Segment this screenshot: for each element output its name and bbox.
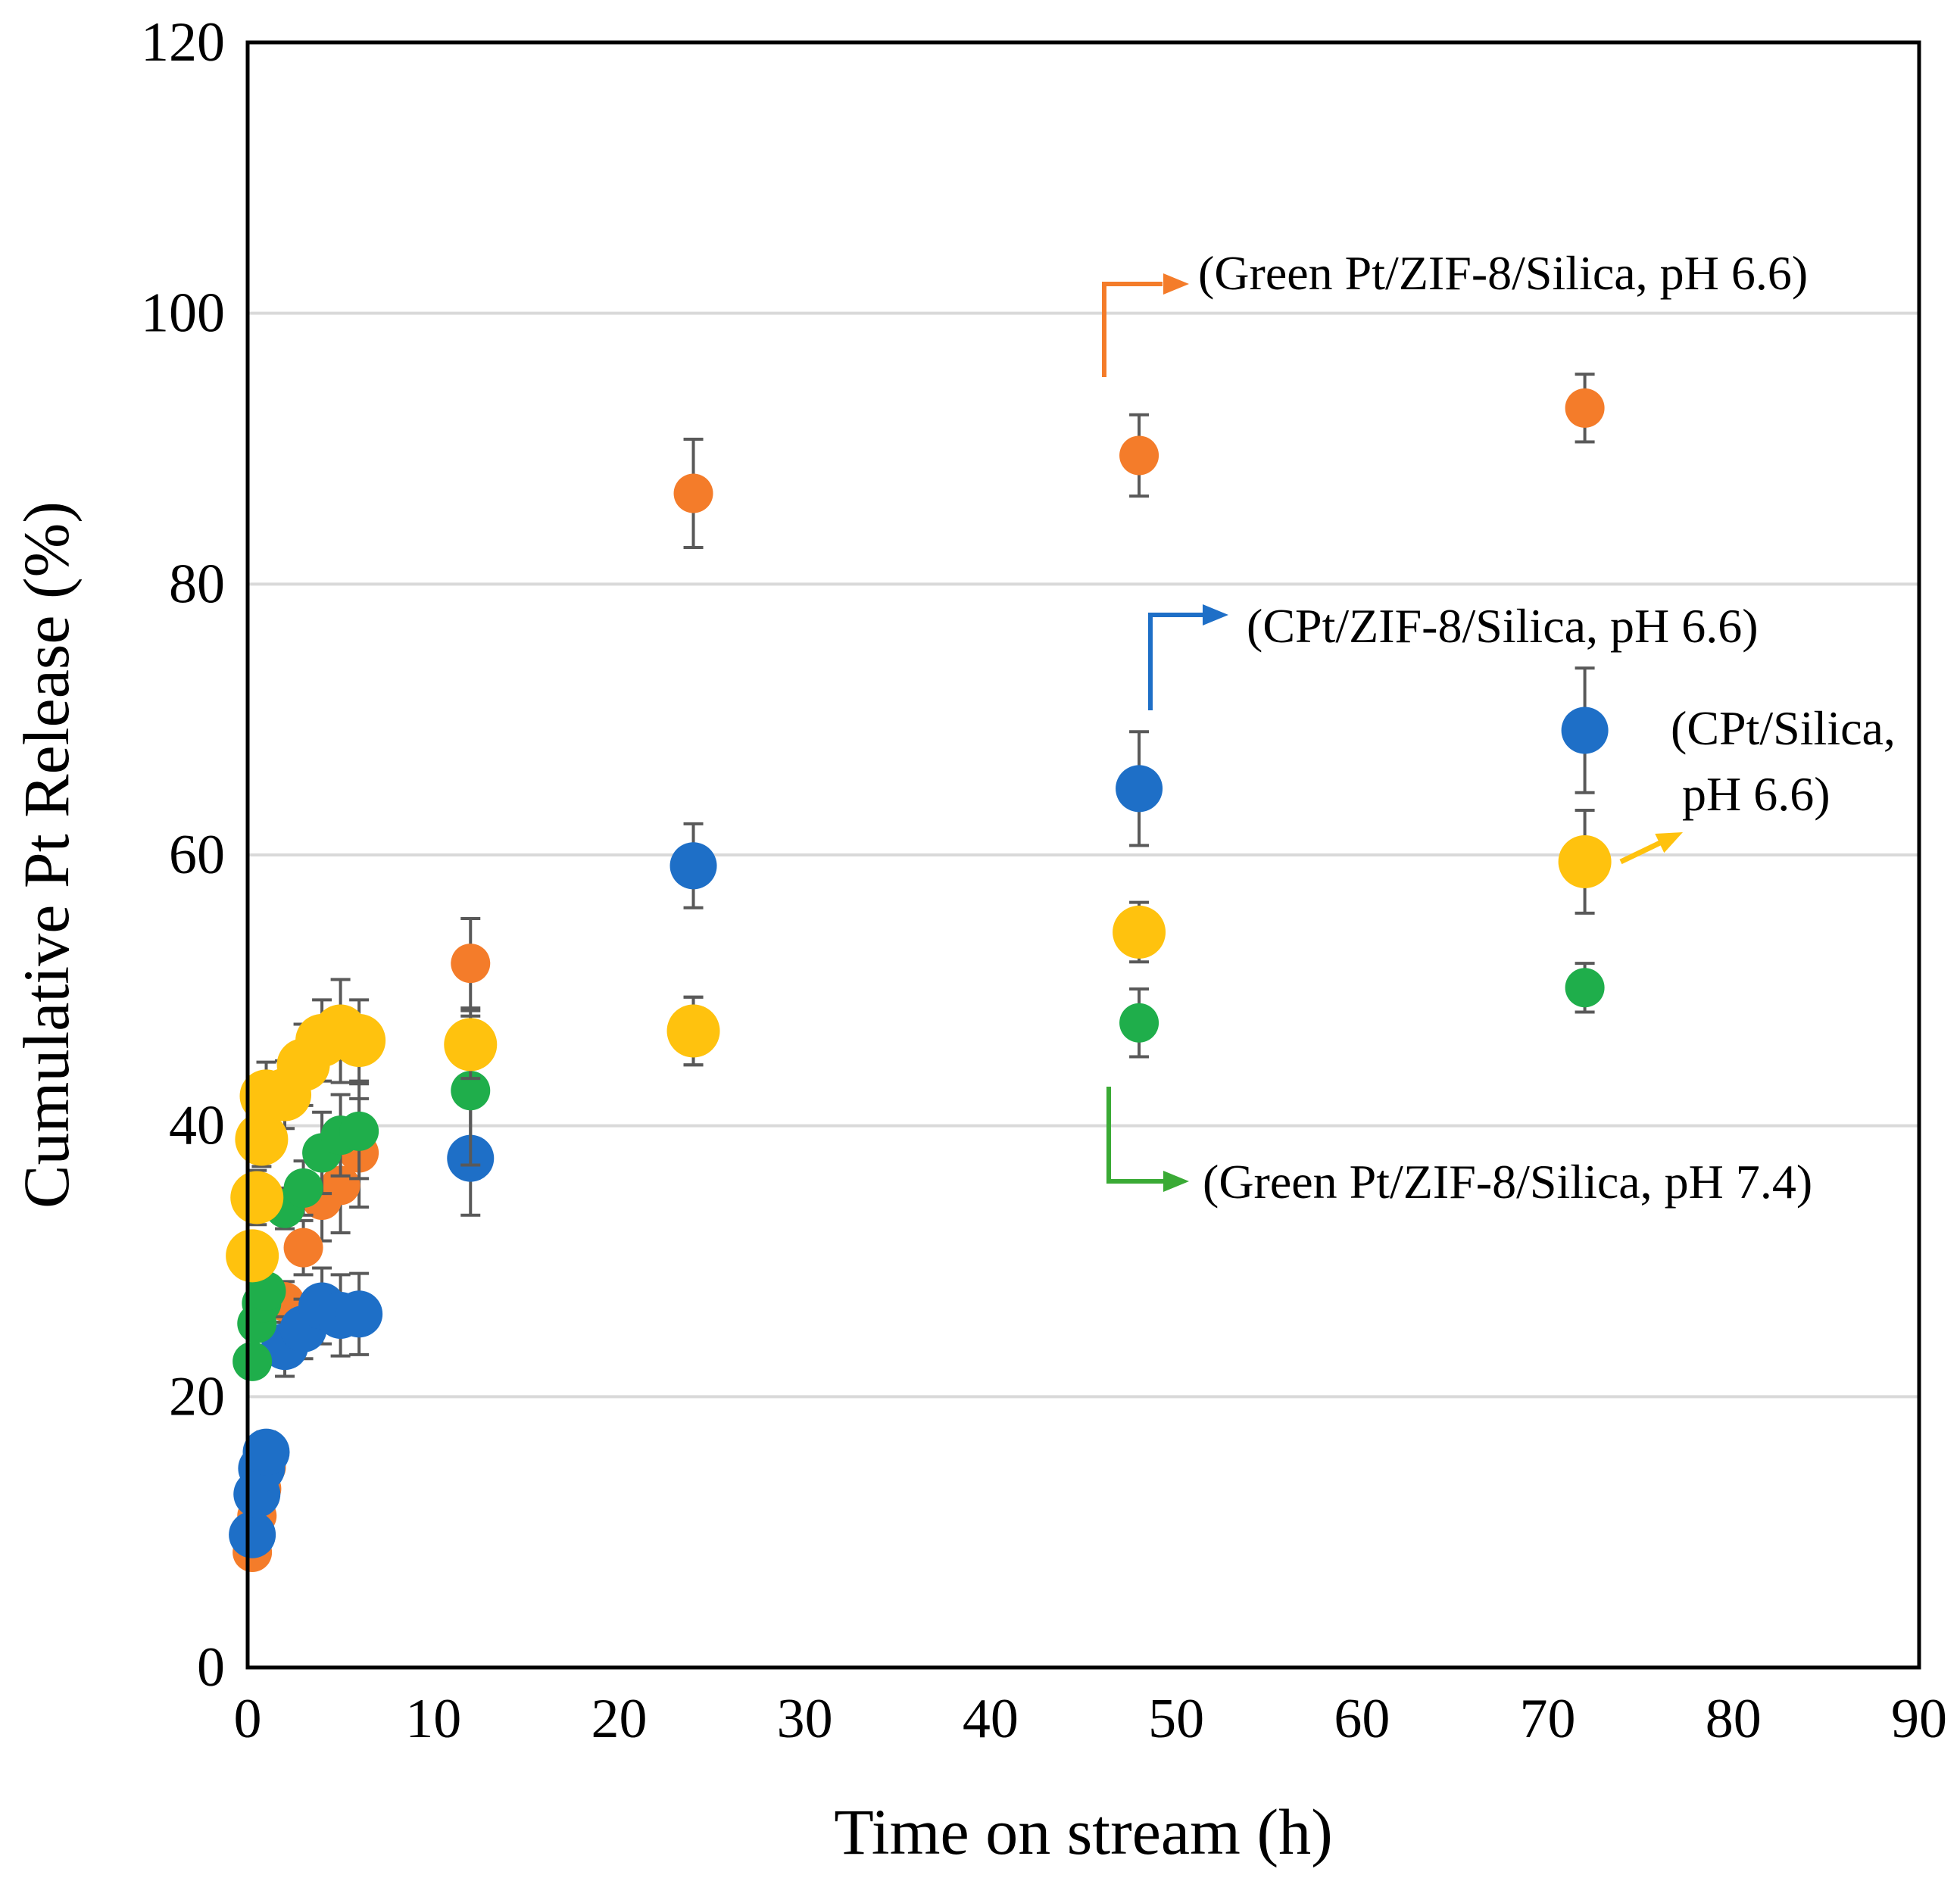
arrowhead-green-pt-ph66 (1163, 273, 1189, 295)
series-2 (233, 962, 1605, 1381)
data-point (283, 1228, 323, 1268)
data-point (242, 1428, 290, 1476)
data-point (1116, 765, 1163, 813)
data-point (673, 473, 713, 513)
x-tick-label-30: 30 (777, 1688, 833, 1750)
x-tick-label-20: 20 (591, 1688, 647, 1750)
data-series (226, 373, 1612, 1572)
y-tick-label-100: 100 (141, 282, 225, 345)
annotation-label-green-pt-ph66: (Green Pt/ZIF-8/Silica, pH 6.6) (1198, 246, 1808, 300)
x-tick-label-50: 50 (1148, 1688, 1204, 1750)
data-point (339, 1111, 379, 1151)
data-point (230, 1171, 284, 1224)
arrowhead-cpt-silica (1655, 832, 1683, 853)
data-point (226, 1229, 279, 1283)
plot-area-border (245, 40, 1921, 1670)
annotation-arrow-cpt-zif8-ph66 (1148, 613, 1203, 710)
x-tick-label-60: 60 (1334, 1688, 1390, 1750)
y-tick-label-0: 0 (197, 1636, 225, 1699)
data-point (1119, 435, 1159, 476)
series-0 (233, 373, 1605, 1572)
x-tick-label-80: 80 (1706, 1688, 1762, 1750)
x-tick-label-70: 70 (1520, 1688, 1576, 1750)
x-tick-label-10: 10 (405, 1688, 461, 1750)
x-tick-label-90: 90 (1891, 1688, 1947, 1750)
y-tick-label-60: 60 (169, 824, 225, 886)
y-axis-title: Cumulative Pt Release (%) (10, 501, 83, 1209)
data-point (666, 1004, 720, 1058)
data-point (444, 1018, 498, 1072)
y-tick-label-20: 20 (169, 1365, 225, 1427)
data-point (233, 1341, 273, 1381)
data-point (1119, 1003, 1159, 1043)
gridlines (248, 311, 1919, 1399)
data-point (1565, 388, 1605, 428)
annotation-arrow-cpt-silica-ph66 (1619, 840, 1662, 865)
data-point (1561, 707, 1609, 754)
annotation-label-cpt-zif8-ph66: (CPt/ZIF-8/Silica, pH 6.6) (1247, 599, 1759, 653)
data-point (451, 1071, 491, 1111)
y-tick-label-120: 120 (141, 11, 225, 73)
data-point (229, 1511, 276, 1558)
x-tick-label-40: 40 (963, 1688, 1019, 1750)
x-tick-label-0: 0 (234, 1688, 262, 1750)
y-tick-label-80: 80 (169, 553, 225, 615)
annotation-arrow-green-pt-ph74 (1106, 1087, 1163, 1184)
arrowhead-green-pt-ph74 (1163, 1171, 1189, 1192)
annotation-label-cpt-silica-line1: (CPt/Silica, (1671, 701, 1896, 755)
arrowhead-cpt-zif8-ph66 (1203, 604, 1228, 625)
data-point (1565, 968, 1605, 1008)
annotation-label-green-pt-ph74: (Green Pt/ZIF-8/Silica, pH 7.4) (1203, 1155, 1812, 1209)
annotation-label-cpt-silica-line2: pH 6.6) (1682, 767, 1830, 821)
series-1 (229, 666, 1609, 1558)
data-point (332, 1014, 386, 1068)
y-tick-labels: 0 20 40 60 80 100 120 (141, 11, 225, 1699)
x-axis-title: Time on stream (h) (834, 1795, 1332, 1868)
series-3 (226, 808, 1612, 1283)
data-point (336, 1290, 383, 1338)
data-point (1558, 834, 1612, 888)
y-tick-label-40: 40 (169, 1095, 225, 1157)
data-point (669, 842, 717, 890)
data-point (451, 944, 491, 984)
x-tick-labels: 0 10 20 30 40 50 60 70 80 90 (234, 1688, 1948, 1750)
annotations: (Green Pt/ZIF-8/Silica, pH 6.6) (CPt/ZIF… (1102, 246, 1896, 1209)
data-point (283, 1168, 323, 1208)
data-point (1113, 905, 1166, 959)
annotation-arrow-green-pt-ph66 (1102, 282, 1163, 377)
